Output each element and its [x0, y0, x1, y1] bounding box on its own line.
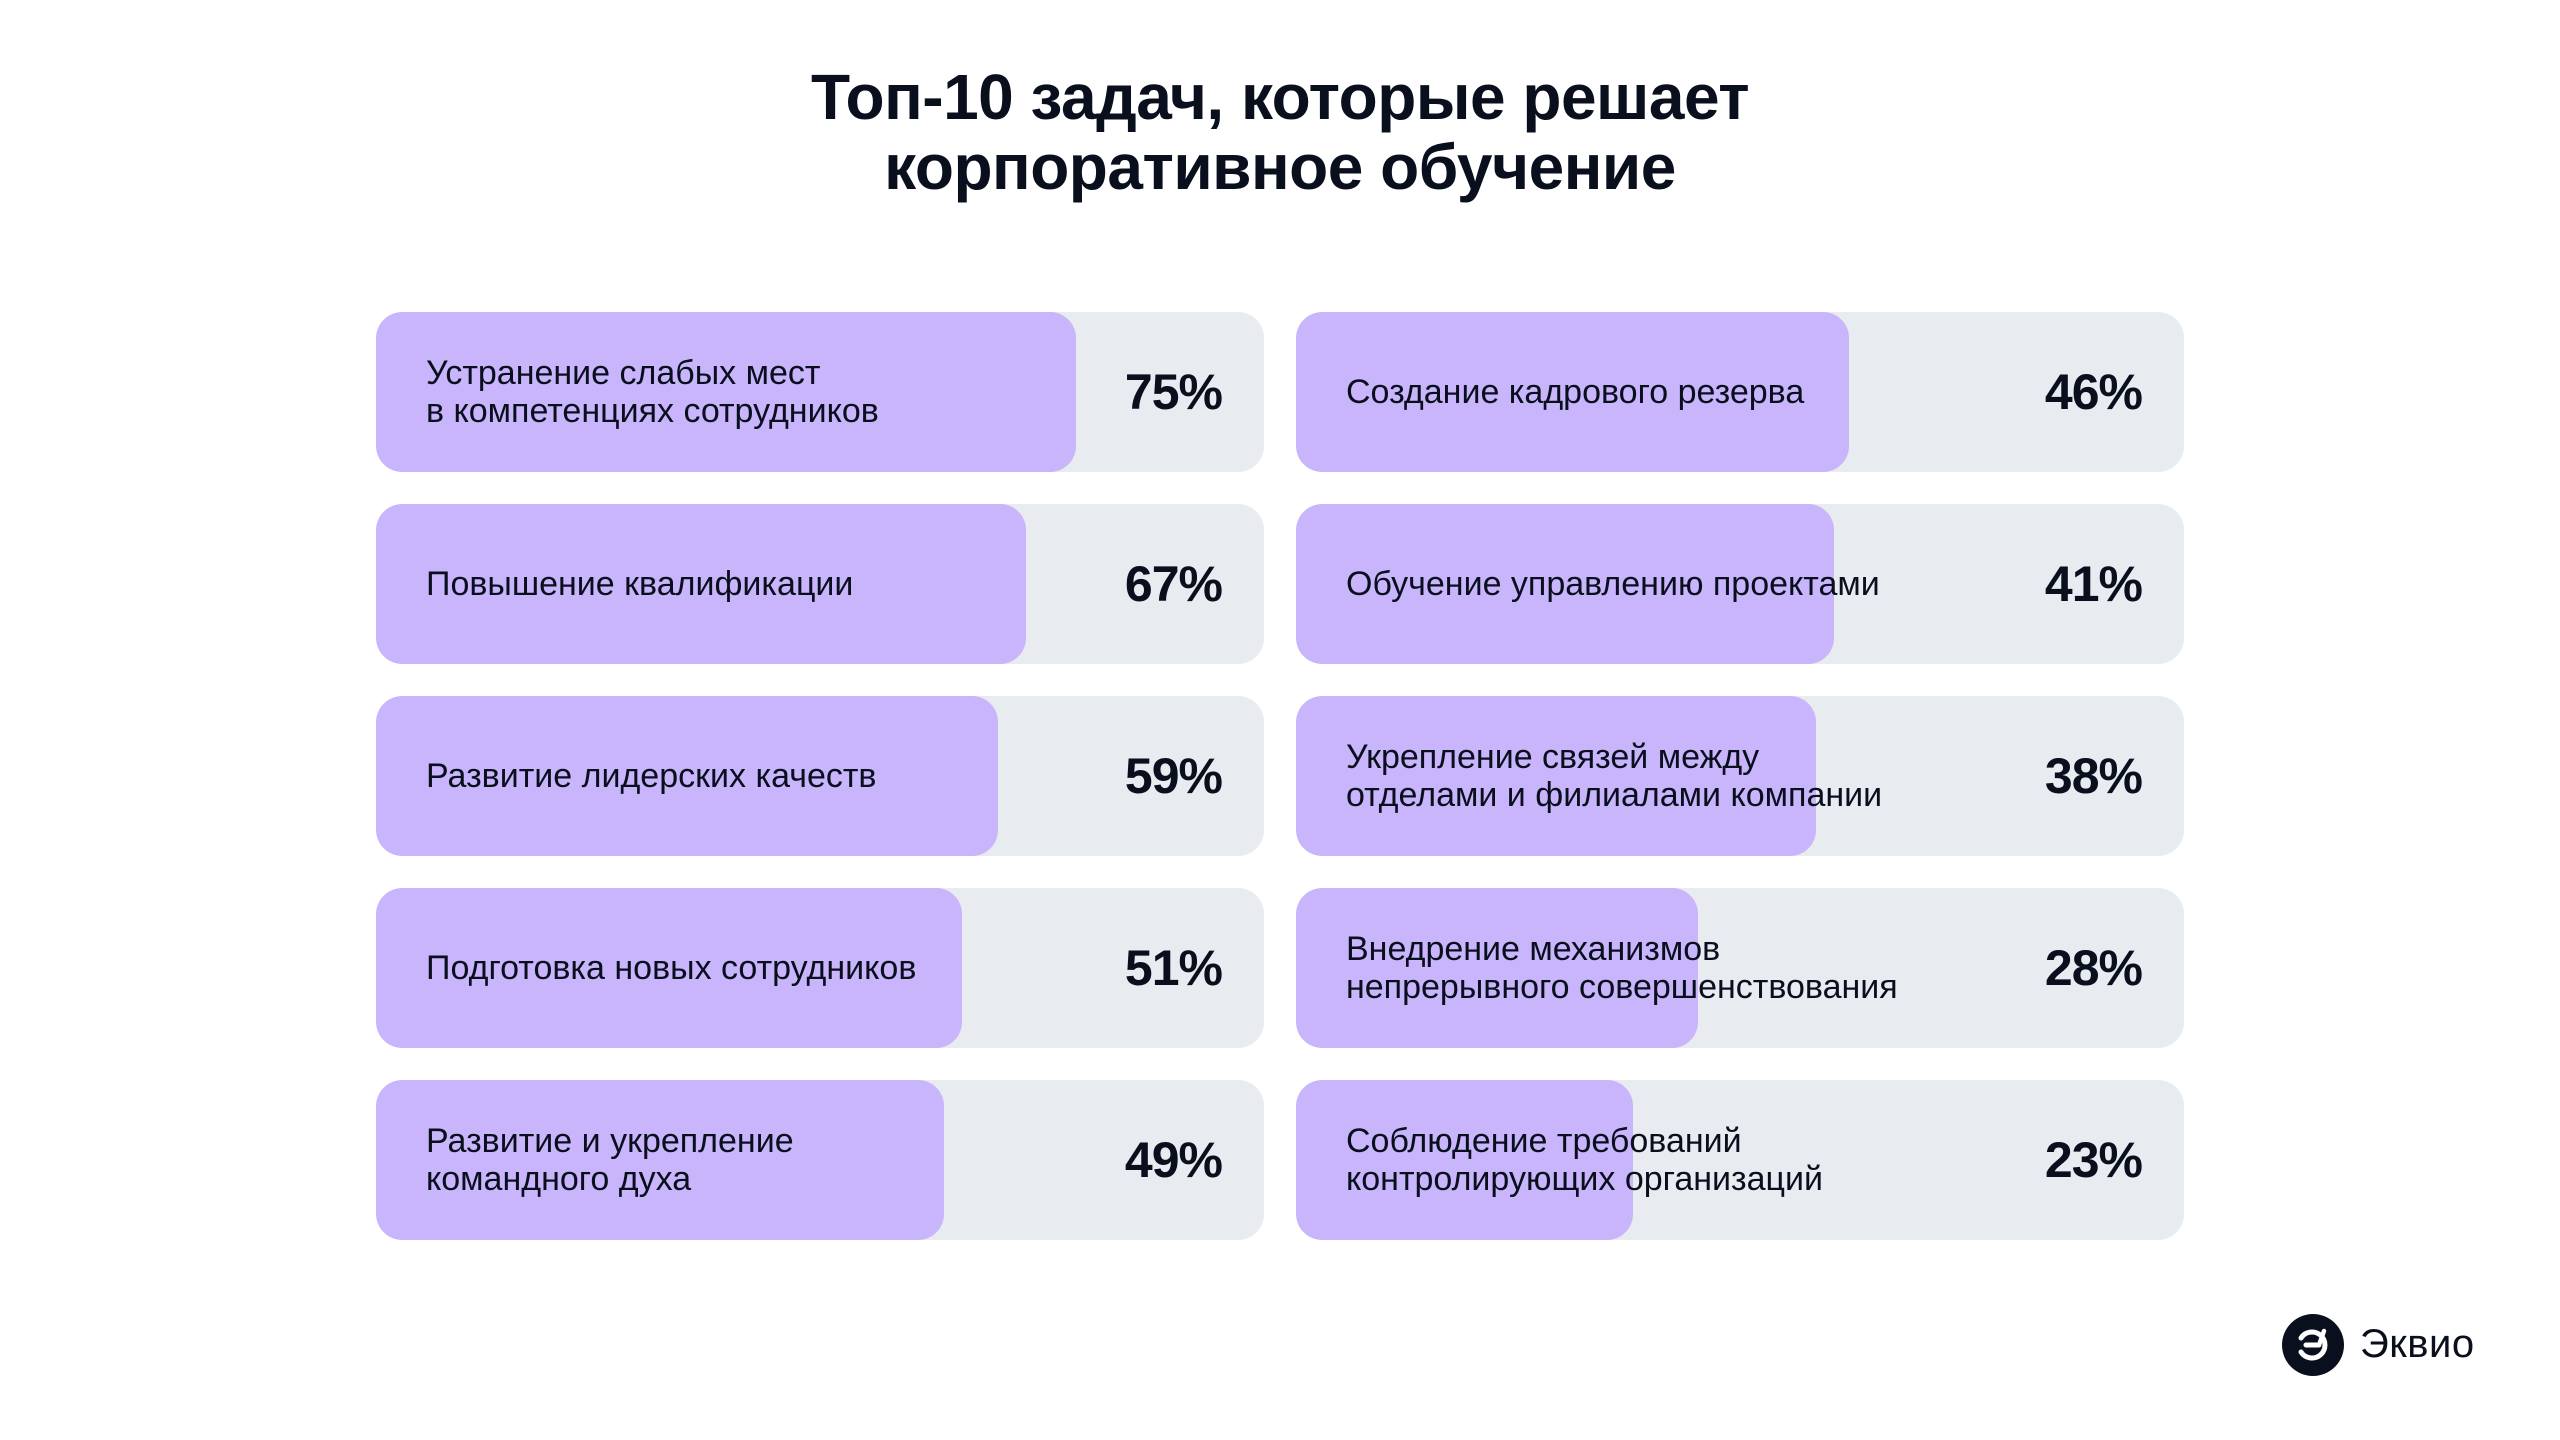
progress-bar [376, 1080, 944, 1240]
task-card: Обучение управлению проектами 41% [1296, 504, 2184, 664]
progress-bar [1296, 312, 1849, 472]
task-card: Развитие лидерских качеств 59% [376, 696, 1264, 856]
task-percentage: 59% [1124, 748, 1223, 804]
task-card: Развитие и укрепление командного духа 49… [376, 1080, 1264, 1240]
task-card: Укрепление связей между отделами и филиа… [1296, 696, 2184, 856]
task-label: Подготовка новых сотрудников [426, 949, 917, 987]
task-label: Повышение квалификации [426, 565, 854, 603]
task-percentage: 23% [2044, 1132, 2143, 1188]
progress-bar [376, 696, 998, 856]
task-card: Создание кадрового резерва 46% [1296, 312, 2184, 472]
task-card: Устранение слабых мест в компетенциях со… [376, 312, 1264, 472]
task-percentage: 41% [2044, 556, 2143, 612]
task-percentage: 46% [2044, 364, 2143, 420]
task-percentage: 75% [1124, 364, 1223, 420]
task-card: Подготовка новых сотрудников 51% [376, 888, 1264, 1048]
progress-bar [1296, 696, 1816, 856]
task-percentage: 28% [2044, 940, 2143, 996]
brand-name: Эквио [2360, 1322, 2475, 1366]
task-percentage: 67% [1124, 556, 1223, 612]
task-percentage: 38% [2044, 748, 2143, 804]
title-line-2: корпоративное обучение [884, 131, 1676, 203]
tasks-grid: Устранение слабых мест в компетенциях со… [376, 312, 2184, 1240]
progress-bar [1296, 504, 1834, 664]
title-line-1: Топ-10 задач, которые решает [810, 61, 1750, 133]
task-label: Укрепление связей между отделами и филиа… [1346, 738, 1883, 814]
task-percentage: 51% [1124, 940, 1223, 996]
task-label: Внедрение механизмов непрерывного соверш… [1346, 930, 1898, 1006]
task-label: Создание кадрового резерва [1346, 373, 1805, 411]
progress-bar [1296, 888, 1698, 1048]
task-label: Устранение слабых мест в компетенциях со… [426, 354, 879, 430]
ekvio-logo-icon [2282, 1313, 2344, 1376]
task-label: Развитие и укрепление командного духа [426, 1122, 794, 1198]
page-title: Топ-10 задач, которые решает корпоративн… [0, 62, 2560, 202]
progress-bar [376, 312, 1076, 472]
task-card: Внедрение механизмов непрерывного соверш… [1296, 888, 2184, 1048]
progress-bar [1296, 1080, 1633, 1240]
task-card: Повышение квалификации 67% [376, 504, 1264, 664]
task-card: Соблюдение требований контролирующих орг… [1296, 1080, 2184, 1240]
task-label: Соблюдение требований контролирующих орг… [1346, 1122, 1823, 1198]
task-label: Обучение управлению проектами [1346, 565, 1880, 603]
progress-bar [376, 888, 962, 1048]
task-label: Развитие лидерских качеств [426, 757, 877, 795]
progress-bar [376, 504, 1026, 664]
task-percentage: 49% [1124, 1132, 1223, 1188]
brand-logo: Эквио [2282, 1313, 2475, 1376]
